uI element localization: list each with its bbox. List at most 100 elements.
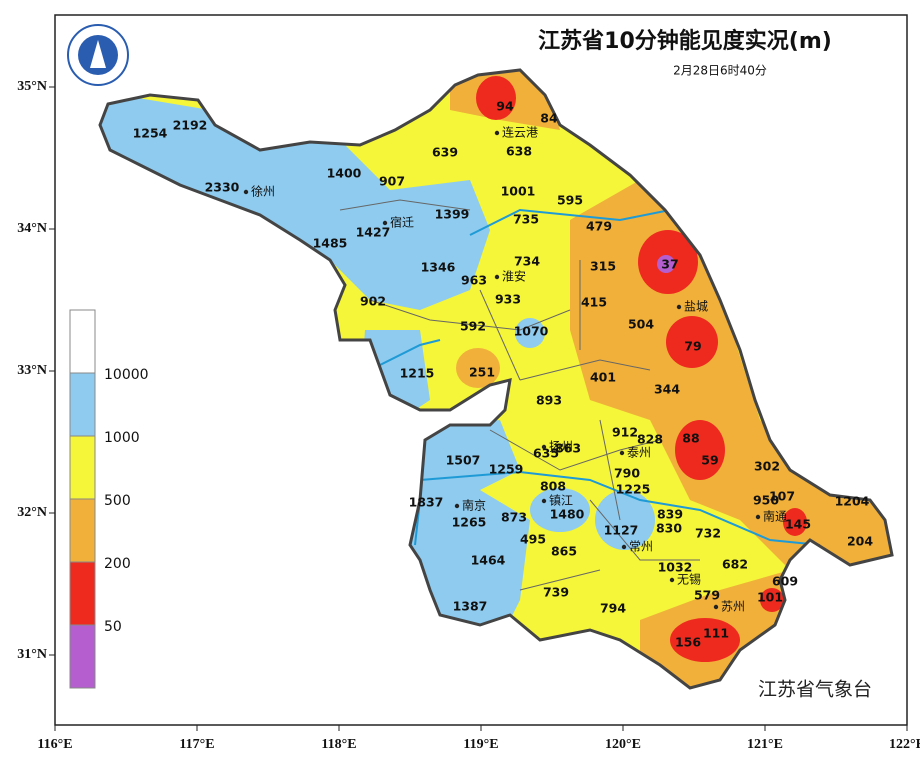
city-dot (494, 274, 500, 280)
station-value: 204 (847, 534, 873, 549)
station-value: 865 (551, 544, 577, 559)
city-label: 常州 (629, 540, 653, 554)
fill-layers (100, 70, 892, 688)
station-value: 1254 (133, 126, 168, 141)
city-label: 淮安 (502, 269, 526, 284)
station-value: 933 (495, 292, 521, 307)
station-value: 156 (675, 635, 701, 650)
station-value: 315 (590, 259, 616, 274)
station-value: 1480 (550, 507, 585, 522)
y-tick-label: 34°N (17, 221, 47, 236)
x-tick-label: 122°E (889, 737, 920, 752)
station-value: 401 (590, 370, 616, 385)
station-value: 504 (628, 317, 654, 332)
city-dot (494, 130, 500, 136)
zone-50-200 (670, 618, 740, 662)
station-value: 902 (360, 294, 386, 309)
zone-1000-10000 (400, 420, 530, 640)
y-tick-label: 32°N (17, 505, 47, 520)
station-value: 907 (379, 174, 405, 189)
city-label: 盐城 (684, 300, 708, 314)
station-value: 1070 (514, 324, 549, 339)
legend-swatch (69, 435, 96, 500)
station-value: 88 (682, 431, 699, 446)
station-value: 808 (540, 479, 566, 494)
station-value: 863 (555, 441, 581, 456)
legend-swatch (69, 372, 96, 437)
station-value: 415 (581, 295, 607, 310)
y-tick-label: 33°N (17, 363, 47, 378)
zone-50-200 (783, 508, 807, 536)
city-label: 扬州 (549, 439, 573, 454)
city-dot (669, 577, 675, 583)
legend-label: 500 (104, 493, 131, 509)
zone-50-200 (476, 76, 516, 120)
zone-50-200 (675, 420, 725, 480)
station-value: 1032 (658, 560, 693, 575)
zone-1000-10000 (100, 90, 490, 310)
zone-0-50 (657, 255, 675, 273)
station-value: 682 (722, 557, 748, 572)
station-value: 734 (514, 254, 540, 269)
station-value: 2330 (205, 180, 240, 195)
station-value: 1399 (435, 207, 470, 222)
city-dot (713, 604, 719, 610)
station-value: 873 (501, 510, 527, 525)
station-value: 828 (637, 432, 663, 447)
station-value: 595 (557, 193, 583, 208)
station-value: 1127 (604, 523, 639, 538)
river (379, 207, 821, 546)
station-value: 145 (785, 517, 811, 532)
legend-swatch (69, 309, 96, 374)
x-tick-label: 118°E (321, 737, 356, 752)
city-dot (755, 514, 761, 520)
zone-1000-10000 (515, 318, 545, 348)
x-tick-label: 120°E (605, 737, 641, 752)
station-value: 638 (506, 144, 532, 159)
station-value: 37 (661, 257, 678, 272)
station-value: 1204 (835, 494, 870, 509)
station-value: 635 (533, 446, 559, 461)
city-label: 连云港 (502, 125, 538, 140)
station-value: 912 (612, 425, 638, 440)
logo-tower (90, 40, 106, 68)
station-value: 1387 (453, 599, 488, 614)
station-value: 950 (753, 493, 779, 508)
station-value: 739 (543, 585, 569, 600)
title: 江苏省10分钟能见度实况(m) (538, 28, 832, 54)
zone-50-200 (760, 588, 784, 612)
station-value: 1400 (327, 166, 362, 181)
station-value: 1837 (409, 495, 444, 510)
station-value: 1346 (421, 260, 456, 275)
station-value: 592 (460, 319, 486, 334)
station-value: 94 (496, 99, 514, 114)
legend-label: 50 (104, 619, 122, 635)
city-dot (382, 220, 388, 226)
city-dot (621, 544, 627, 550)
logo (67, 24, 129, 86)
city-label: 无锡 (677, 572, 701, 587)
station-value: 639 (432, 145, 458, 160)
station-value: 839 (657, 507, 683, 522)
legend-label: 1000 (104, 430, 140, 446)
station-value: 830 (656, 521, 682, 536)
x-tick-label: 121°E (747, 737, 783, 752)
station-value: 59 (701, 453, 718, 468)
station-value: 1507 (446, 453, 481, 468)
zone-200-500 (456, 348, 500, 388)
station-value: 302 (754, 459, 780, 474)
city-dot (676, 304, 682, 310)
station-value: 735 (513, 212, 539, 227)
city-dot (541, 498, 547, 504)
station-value: 84 (540, 111, 558, 126)
city-label: 泰州 (627, 446, 651, 460)
legend-label: 200 (104, 556, 131, 572)
station-value: 101 (757, 590, 783, 605)
station-value: 495 (520, 532, 546, 547)
legend (69, 309, 96, 689)
x-tick-label: 119°E (463, 737, 498, 752)
city-dot (619, 450, 625, 456)
station-value: 790 (614, 466, 640, 481)
station-value: 1464 (471, 553, 506, 568)
